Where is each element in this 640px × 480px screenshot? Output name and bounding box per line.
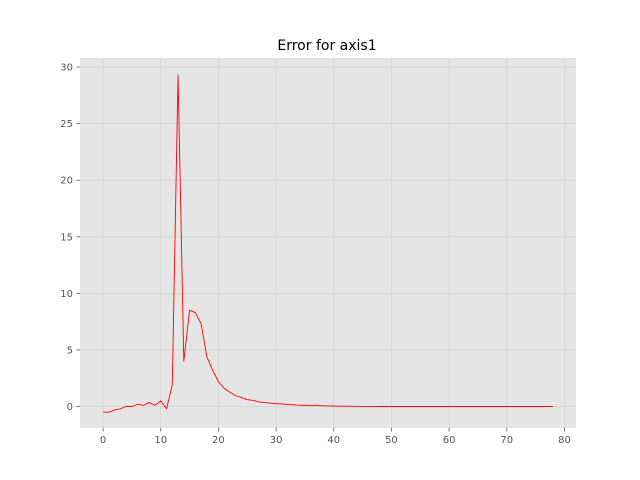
x-tick-label: 30 (270, 435, 283, 446)
plot-area (80, 58, 576, 428)
x-tick-label: 80 (558, 435, 571, 446)
x-axis: 0 10 20 30 40 50 60 70 80 (100, 428, 571, 446)
x-tick-label: 0 (100, 435, 106, 446)
series-line (103, 74, 553, 413)
y-tick-label: 0 (67, 402, 73, 413)
chart-title: Error for axis1 (277, 38, 376, 54)
y-tick-label: 20 (60, 176, 73, 187)
x-tick-label: 50 (385, 435, 398, 446)
x-tick-label: 10 (154, 435, 167, 446)
x-tick-label: 40 (327, 435, 340, 446)
series-layer (103, 74, 553, 413)
y-tick-label: 5 (67, 345, 73, 356)
y-tick-label: 10 (60, 289, 73, 300)
y-tick-label: 30 (60, 63, 73, 74)
x-tick-label: 20 (212, 435, 225, 446)
y-tick-label: 25 (60, 119, 73, 130)
x-tick-label: 70 (500, 435, 513, 446)
x-tick-label: 60 (443, 435, 456, 446)
grid-lines (80, 58, 576, 428)
y-axis: 0 5 10 15 20 25 30 (60, 63, 80, 413)
y-tick-label: 15 (60, 232, 73, 243)
